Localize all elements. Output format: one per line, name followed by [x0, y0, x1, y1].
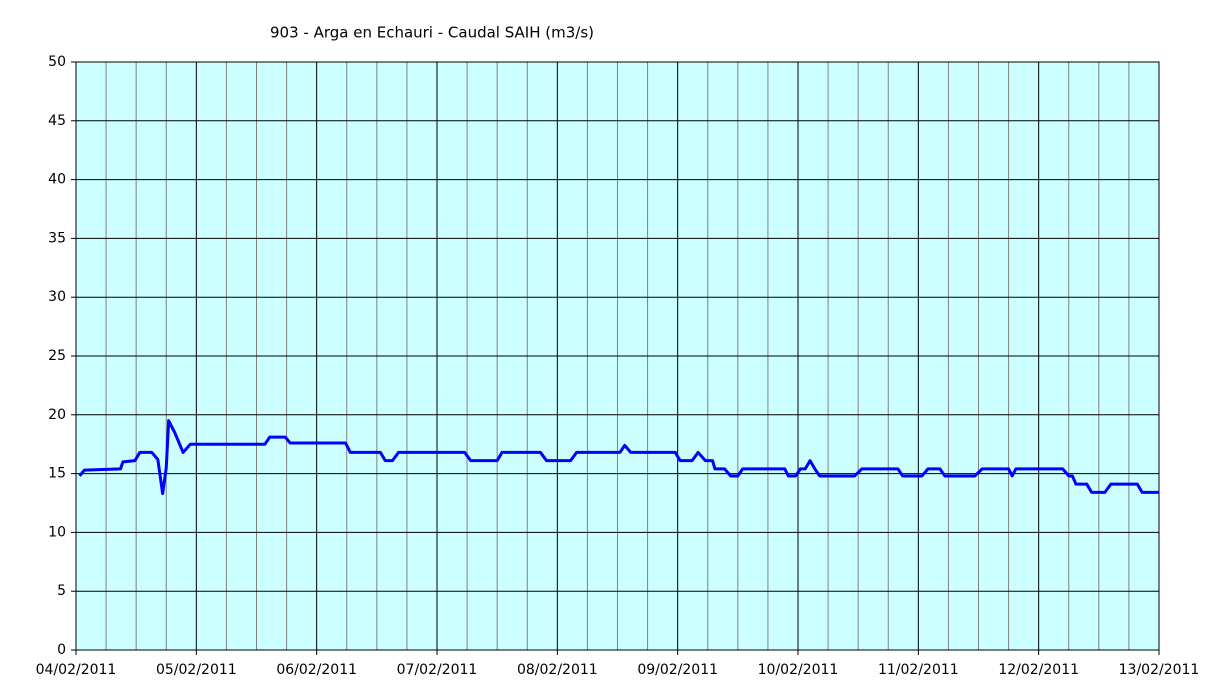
x-tick-label: 10/02/2011: [758, 662, 839, 678]
x-tick-label: 09/02/2011: [637, 662, 718, 678]
y-tick-label: 15: [48, 466, 66, 482]
y-tick-label: 0: [57, 642, 66, 658]
y-tick-label: 40: [48, 172, 66, 188]
y-tick-label: 30: [48, 289, 66, 305]
chart-title: 903 - Arga en Echauri - Caudal SAIH (m3/…: [270, 24, 594, 42]
x-tick-label: 12/02/2011: [998, 662, 1079, 678]
y-tick-label: 10: [48, 524, 66, 540]
x-tick-label: 11/02/2011: [878, 662, 959, 678]
y-tick-label: 35: [48, 230, 66, 246]
y-tick-label: 5: [57, 583, 66, 599]
x-tick-label: 13/02/2011: [1119, 662, 1200, 678]
y-tick-label: 50: [48, 54, 66, 70]
y-tick-label: 45: [48, 113, 66, 129]
y-tick-label: 20: [48, 407, 66, 423]
x-tick-label: 05/02/2011: [156, 662, 237, 678]
x-tick-label: 04/02/2011: [36, 662, 117, 678]
x-tick-label: 07/02/2011: [397, 662, 478, 678]
x-tick-label: 06/02/2011: [276, 662, 357, 678]
y-tick-label: 25: [48, 348, 66, 364]
x-tick-label: 08/02/2011: [517, 662, 598, 678]
series-line: [78, 419, 1159, 496]
